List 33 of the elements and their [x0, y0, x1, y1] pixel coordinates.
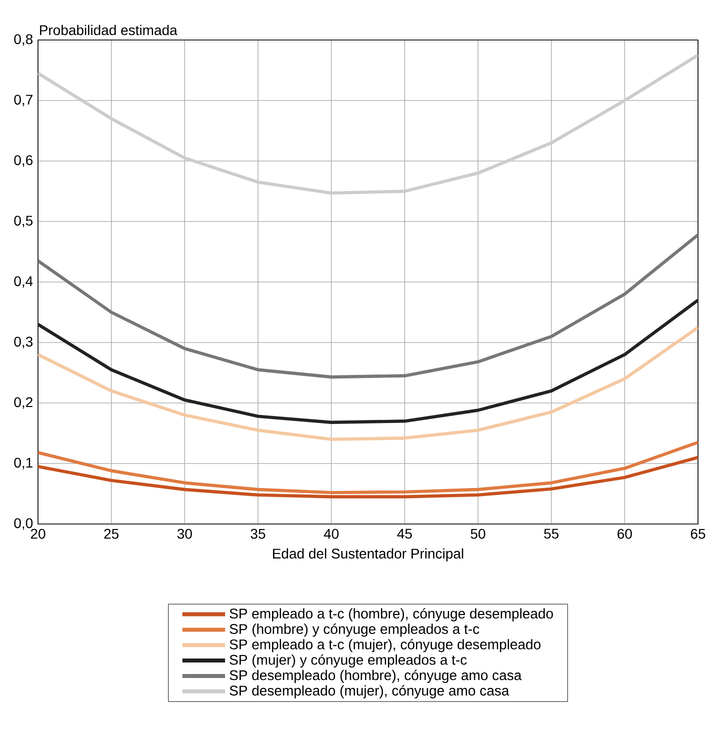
- x-tick-label: 35: [250, 528, 266, 539]
- y-tick-label: 0,1: [14, 458, 32, 470]
- x-tick-label: 40: [324, 528, 339, 539]
- y-tick-label: 0,5: [14, 216, 33, 228]
- x-tick-label: 30: [177, 528, 192, 539]
- line-series: [38, 326, 698, 441]
- line-series: [38, 440, 698, 494]
- y-tick-label: 0,6: [14, 155, 33, 167]
- y-axis-title: Probabilidad estimada: [40, 24, 178, 36]
- line-series: [38, 233, 698, 379]
- x-tick-label: 50: [470, 528, 486, 539]
- y-tick-label: 0,0: [14, 518, 33, 530]
- legend-label: SP desempleado (hombre), cónyuge amo casa: [230, 670, 522, 683]
- x-axis-title: Edad del Sustentador Principal: [273, 548, 464, 562]
- legend-label: SP empleado a t-c (mujer), cónyuge desempleado: [230, 638, 540, 652]
- x-tick-label: 65: [690, 528, 706, 539]
- x-tick-label: 55: [544, 528, 559, 539]
- y-tick-label: 0,4: [14, 276, 33, 288]
- y-tick-label: 0,7: [14, 94, 32, 106]
- legend-label: SP (hombre) y cónyuge empleados a t-c: [230, 624, 480, 637]
- y-tick-label: 0,3: [14, 336, 33, 348]
- x-tick-label: 60: [618, 528, 632, 539]
- x-tick-label: 25: [104, 528, 119, 539]
- legend-label: SP (mujer) y cónyuge empleados a t-c: [230, 654, 467, 668]
- x-tick-label: 20: [30, 528, 46, 539]
- y-tick-label: 0,8: [14, 34, 33, 46]
- line-series: [38, 54, 698, 195]
- line-series: [38, 456, 698, 498]
- legend-label: SP desempleado (mujer), cónyuge amo casa: [230, 685, 510, 698]
- line-series: [38, 298, 698, 424]
- x-tick-label: 45: [397, 528, 412, 539]
- y-tick-label: 0,2: [14, 397, 32, 409]
- legend-label: SP empleado a t-c (hombre), cónyuge desempleado: [230, 608, 553, 622]
